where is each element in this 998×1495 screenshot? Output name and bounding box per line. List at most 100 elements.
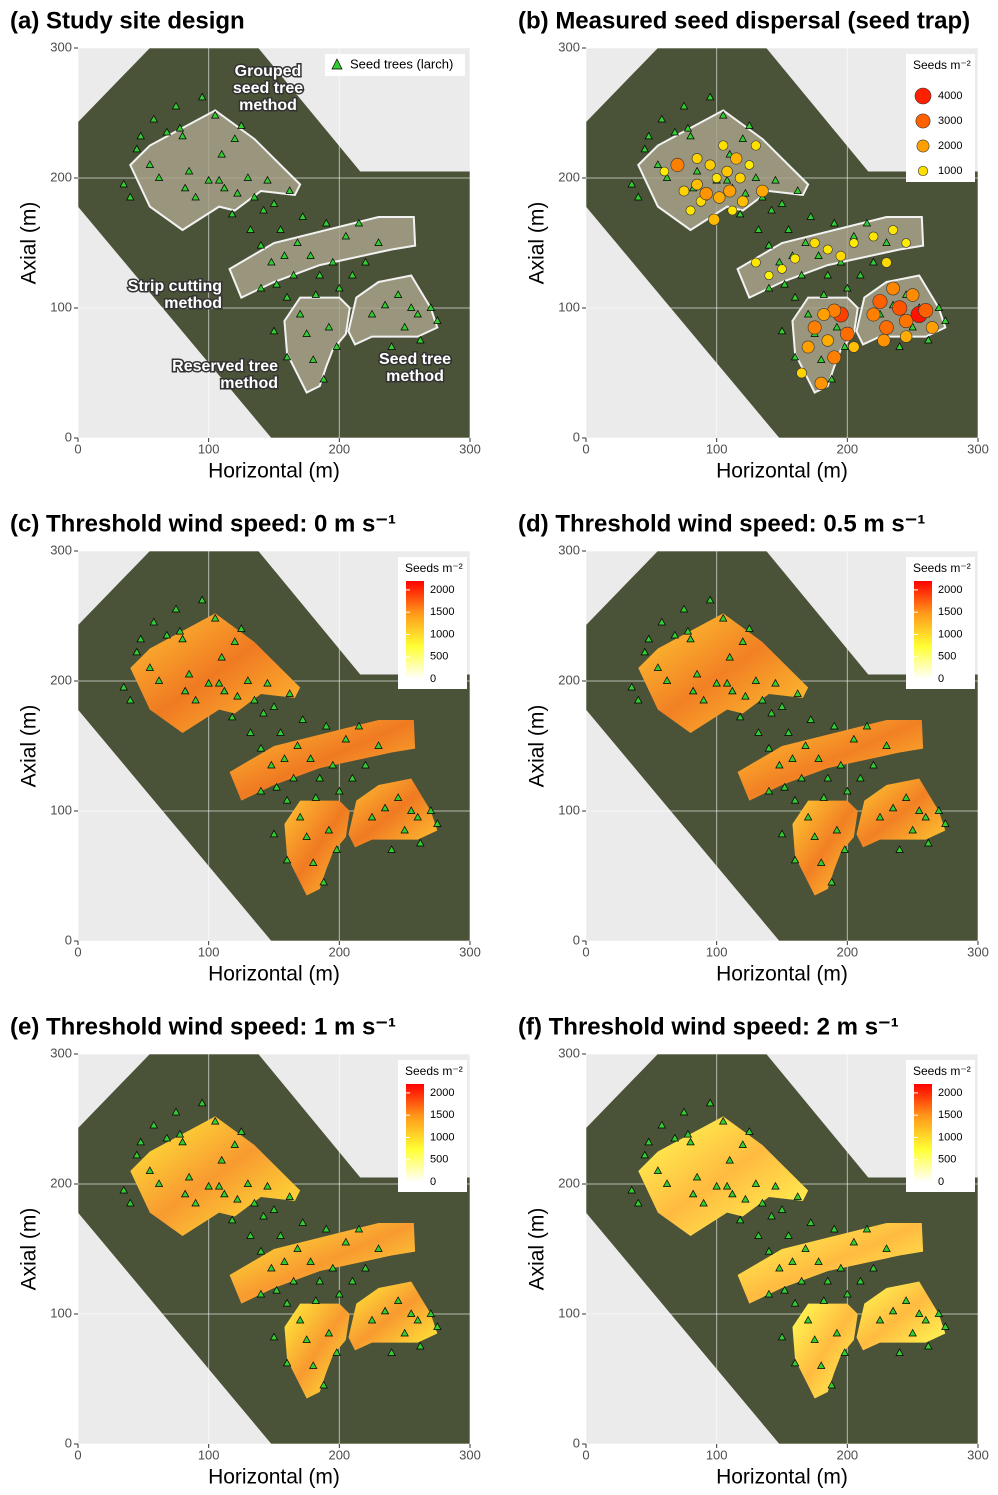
y-axis-label: Axial (m) bbox=[526, 1208, 549, 1291]
method-annotation: method bbox=[239, 97, 297, 114]
x-tick-label: 200 bbox=[328, 441, 350, 456]
x-tick-label: 0 bbox=[582, 441, 589, 456]
y-tick-label: 100 bbox=[558, 1305, 580, 1320]
seed-trap bbox=[818, 308, 830, 320]
x-tick-label: 200 bbox=[328, 1447, 350, 1462]
seed-trap bbox=[867, 308, 880, 321]
seed-trap bbox=[705, 160, 715, 170]
figure: (a) Study site design0100200300010020030… bbox=[0, 0, 998, 1490]
panel-title: (a) Study site design bbox=[10, 7, 245, 34]
y-axis-label: Axial (m) bbox=[526, 202, 549, 285]
y-tick-label: 200 bbox=[50, 1175, 72, 1190]
x-axis-label: Horizontal (m) bbox=[208, 963, 340, 986]
seed-trap bbox=[660, 167, 669, 176]
panel-title: (f) Threshold wind speed: 2 m s⁻¹ bbox=[518, 1013, 899, 1040]
seed-trap bbox=[731, 153, 742, 164]
seed-trap bbox=[790, 254, 799, 263]
seed-trap bbox=[712, 173, 721, 182]
seed-trap bbox=[686, 206, 695, 215]
y-tick-label: 300 bbox=[50, 1045, 72, 1060]
x-tick-label: 100 bbox=[198, 441, 220, 456]
colorbar bbox=[406, 581, 424, 679]
y-tick-label: 0 bbox=[573, 932, 580, 947]
legend-label: 4000 bbox=[938, 90, 962, 102]
x-tick-label: 200 bbox=[328, 944, 350, 959]
y-tick-label: 100 bbox=[558, 299, 580, 314]
colorbar-label: 2000 bbox=[938, 1087, 962, 1099]
legend-symbol bbox=[916, 114, 930, 128]
seed-trap bbox=[822, 335, 834, 347]
method-annotation: method bbox=[164, 295, 222, 312]
y-tick-label: 300 bbox=[558, 39, 580, 54]
x-tick-label: 300 bbox=[967, 1447, 989, 1462]
colorbar-label: 1000 bbox=[938, 628, 962, 640]
x-tick-label: 0 bbox=[582, 1447, 589, 1462]
y-tick-label: 300 bbox=[50, 39, 72, 54]
x-tick-label: 300 bbox=[967, 441, 989, 456]
seed-trap bbox=[718, 141, 728, 151]
legend-label: Seed trees (larch) bbox=[350, 56, 453, 71]
seed-trap bbox=[873, 294, 887, 308]
x-tick-label: 100 bbox=[706, 1447, 728, 1462]
seed-trap bbox=[679, 186, 689, 196]
seed-trap bbox=[765, 271, 773, 279]
y-tick-label: 300 bbox=[558, 542, 580, 557]
x-axis-label: Horizontal (m) bbox=[716, 963, 848, 986]
y-tick-label: 100 bbox=[50, 1305, 72, 1320]
legend-symbol bbox=[915, 88, 931, 104]
y-tick-label: 200 bbox=[558, 1175, 580, 1190]
seed-trap bbox=[713, 192, 725, 204]
panel-title: (d) Threshold wind speed: 0.5 m s⁻¹ bbox=[518, 510, 925, 537]
legend-title: Seeds m⁻² bbox=[913, 1064, 971, 1078]
seed-trap bbox=[880, 321, 894, 335]
colorbar bbox=[914, 581, 932, 679]
seed-trap bbox=[887, 282, 900, 295]
seed-trap bbox=[810, 238, 820, 248]
seed-trap bbox=[906, 289, 919, 302]
seed-trap bbox=[728, 206, 737, 215]
seed-trap bbox=[882, 258, 892, 268]
legend-label: 2000 bbox=[938, 140, 962, 152]
colorbar-label: 500 bbox=[430, 651, 448, 663]
seed-trap bbox=[778, 265, 787, 274]
y-tick-label: 0 bbox=[65, 932, 72, 947]
seed-trap bbox=[802, 341, 814, 353]
colorbar-label: 0 bbox=[938, 1176, 944, 1188]
colorbar-label: 0 bbox=[430, 673, 436, 685]
y-axis-label: Axial (m) bbox=[18, 1208, 41, 1291]
y-tick-label: 100 bbox=[50, 299, 72, 314]
panel-title: (b) Measured seed dispersal (seed trap) bbox=[518, 7, 970, 34]
colorbar-label: 1500 bbox=[430, 606, 454, 618]
x-tick-label: 100 bbox=[706, 944, 728, 959]
legend-title: Seeds m⁻² bbox=[913, 58, 971, 72]
seed-trap bbox=[745, 161, 754, 170]
seed-trap bbox=[878, 334, 891, 347]
legend-title: Seeds m⁻² bbox=[405, 1064, 463, 1078]
y-tick-label: 200 bbox=[50, 672, 72, 687]
seed-trap bbox=[692, 153, 702, 163]
seed-trap bbox=[722, 166, 733, 177]
legend-symbol bbox=[917, 140, 929, 152]
x-tick-label: 200 bbox=[836, 944, 858, 959]
x-axis-label: Horizontal (m) bbox=[208, 460, 340, 483]
colorbar-label: 0 bbox=[430, 1176, 436, 1188]
seed-trap bbox=[700, 187, 713, 200]
x-tick-label: 0 bbox=[582, 944, 589, 959]
colorbar-label: 1500 bbox=[938, 1109, 962, 1121]
seed-trap bbox=[848, 342, 859, 353]
method-annotation: Seed tree bbox=[379, 351, 451, 368]
y-tick-label: 0 bbox=[65, 429, 72, 444]
colorbar-label: 1000 bbox=[430, 628, 454, 640]
x-tick-label: 100 bbox=[198, 1447, 220, 1462]
seed-trap bbox=[869, 232, 878, 241]
method-annotation: method bbox=[386, 368, 444, 385]
method-annotation: Reserved tree bbox=[172, 358, 278, 375]
y-axis-label: Axial (m) bbox=[526, 705, 549, 788]
legend-label: 3000 bbox=[938, 115, 962, 127]
seed-trap bbox=[892, 301, 907, 316]
seed-trap bbox=[708, 214, 719, 225]
colorbar-label: 2000 bbox=[938, 584, 962, 596]
colorbar-label: 500 bbox=[430, 1154, 448, 1166]
y-axis-label: Axial (m) bbox=[18, 705, 41, 788]
y-tick-label: 200 bbox=[558, 672, 580, 687]
